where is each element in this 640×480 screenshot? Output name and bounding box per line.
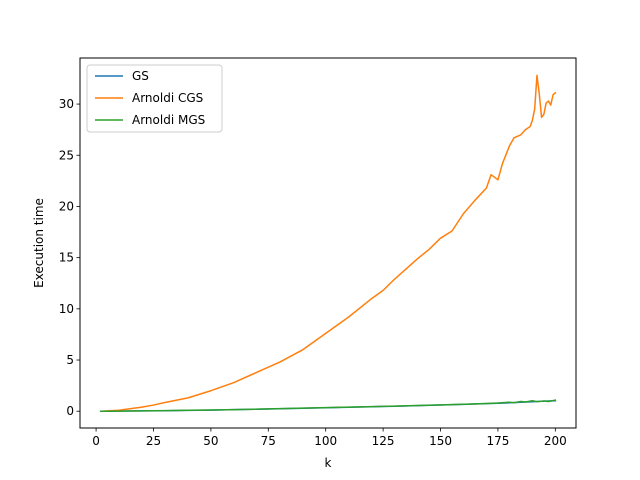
legend-label: GS — [132, 69, 149, 83]
y-tick-label: 10 — [59, 302, 74, 316]
y-tick-label: 15 — [59, 251, 74, 265]
x-tick-label: 100 — [314, 434, 337, 448]
series-layer — [99, 74, 557, 413]
series-line-2 — [99, 399, 557, 412]
x-tick-label: 0 — [92, 434, 100, 448]
y-tick-label: 0 — [66, 404, 74, 418]
y-tick-label: 20 — [59, 199, 74, 213]
series-line-1 — [99, 74, 557, 413]
y-tick-label: 30 — [59, 97, 74, 111]
x-tick-label: 25 — [146, 434, 161, 448]
x-tick-label: 150 — [429, 434, 452, 448]
x-axis-label: k — [325, 456, 332, 470]
y-tick-label: 5 — [66, 353, 74, 367]
x-axis: 0 25 50 75 100 125 150 175 200 — [92, 428, 567, 448]
plot-frame — [79, 57, 577, 429]
y-tick-label: 25 — [59, 148, 74, 162]
y-axis: 0 5 10 15 20 25 30 — [59, 97, 80, 418]
x-tick-label: 75 — [261, 434, 276, 448]
x-tick-label: 200 — [544, 434, 567, 448]
legend-label: Arnoldi MGS — [132, 113, 205, 127]
legend: GS Arnoldi CGS Arnoldi MGS — [86, 64, 223, 133]
y-axis-label: Execution time — [32, 198, 46, 288]
legend-box — [86, 64, 223, 133]
x-tick-label: 125 — [372, 434, 395, 448]
x-tick-label: 175 — [486, 434, 509, 448]
x-tick-label: 50 — [203, 434, 218, 448]
legend-label: Arnoldi CGS — [132, 91, 203, 105]
